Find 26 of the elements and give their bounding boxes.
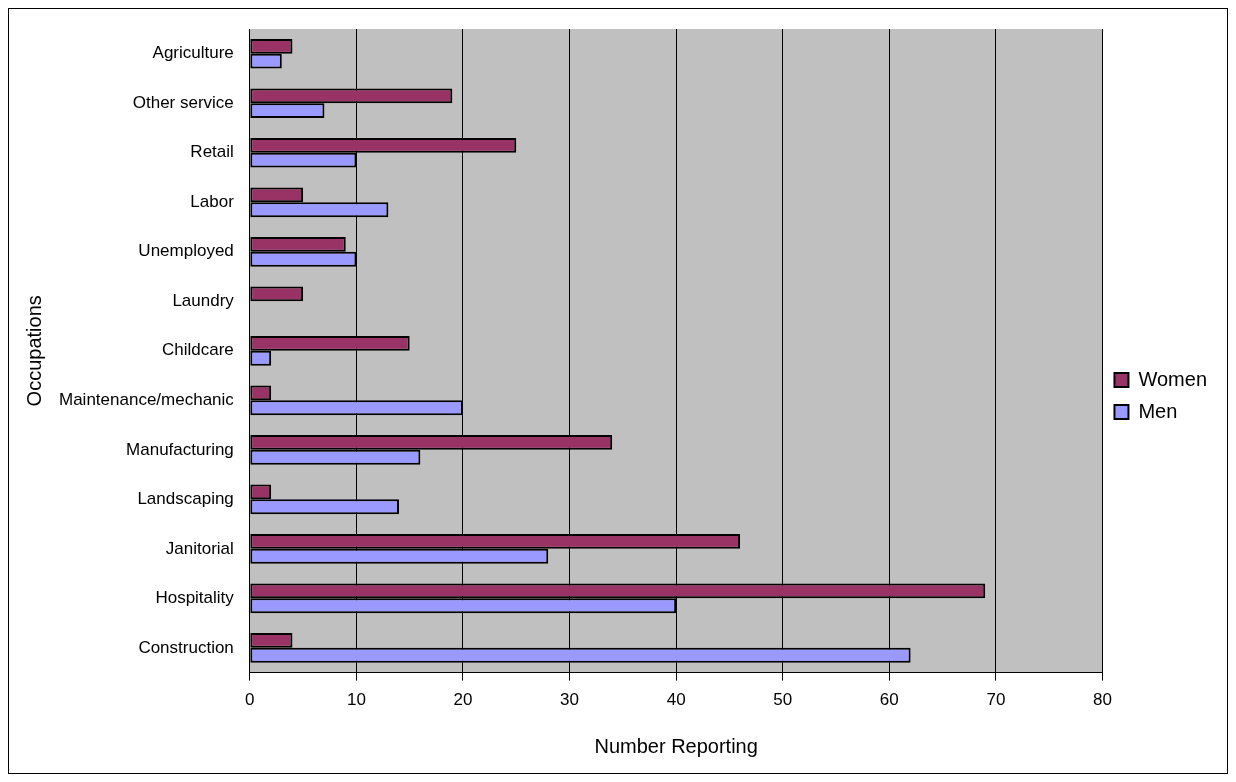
y-tick-label: Agriculture <box>152 43 234 63</box>
y-tick-label: Childcare <box>162 340 234 360</box>
y-tick-label: Construction <box>138 637 234 657</box>
y-tick-label: Maintenance/mechanic <box>58 390 235 409</box>
y-tick-label: Manufacturing <box>126 439 234 459</box>
x-tick-label: 60 <box>879 690 899 710</box>
y-tick-label: Retail <box>190 142 234 162</box>
y-tick-label: Other service <box>132 92 234 112</box>
y-tick-label: Landscaping <box>137 489 234 509</box>
x-tick-label: 80 <box>1092 690 1112 710</box>
x-tick-label: 70 <box>986 690 1006 710</box>
legend-label: Women <box>1138 367 1207 390</box>
y-tick-label: Hospitality <box>155 588 235 608</box>
x-tick-label: 40 <box>666 690 686 710</box>
y-tick-label: Unemployed <box>138 241 234 261</box>
y-tick-label: Laundry <box>172 290 235 310</box>
y-tick-label: Labor <box>190 191 235 211</box>
x-tick-label: 20 <box>453 690 473 710</box>
x-tick-label: 30 <box>560 690 580 710</box>
x-tick-label: 50 <box>773 690 793 710</box>
y-axis-title: Occupations <box>22 295 45 407</box>
x-tick-label: 0 <box>245 690 255 710</box>
x-axis-title: Number Reporting <box>594 734 758 757</box>
legend-label: Men <box>1138 399 1178 422</box>
y-tick-label: Janitorial <box>165 538 234 558</box>
x-tick-label: 10 <box>346 690 366 710</box>
